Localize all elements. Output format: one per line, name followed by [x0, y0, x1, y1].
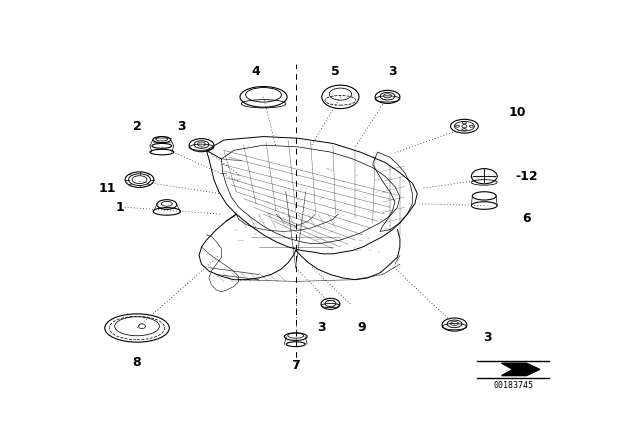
Text: 5: 5	[331, 65, 340, 78]
Text: 3: 3	[177, 120, 186, 133]
Text: 6: 6	[522, 212, 531, 225]
Text: 2: 2	[132, 120, 141, 133]
Text: 3: 3	[317, 321, 326, 334]
Text: 4: 4	[252, 65, 260, 78]
Text: -12: -12	[515, 170, 538, 183]
Text: 9: 9	[357, 321, 366, 334]
Text: 00183745: 00183745	[493, 382, 533, 391]
Polygon shape	[502, 363, 540, 375]
Text: 1: 1	[116, 201, 125, 214]
Text: 10: 10	[509, 106, 527, 119]
Text: 7: 7	[291, 359, 300, 372]
Text: 8: 8	[132, 356, 141, 369]
Text: 11: 11	[99, 182, 116, 195]
Text: 3: 3	[388, 65, 397, 78]
Text: 3: 3	[483, 331, 492, 344]
